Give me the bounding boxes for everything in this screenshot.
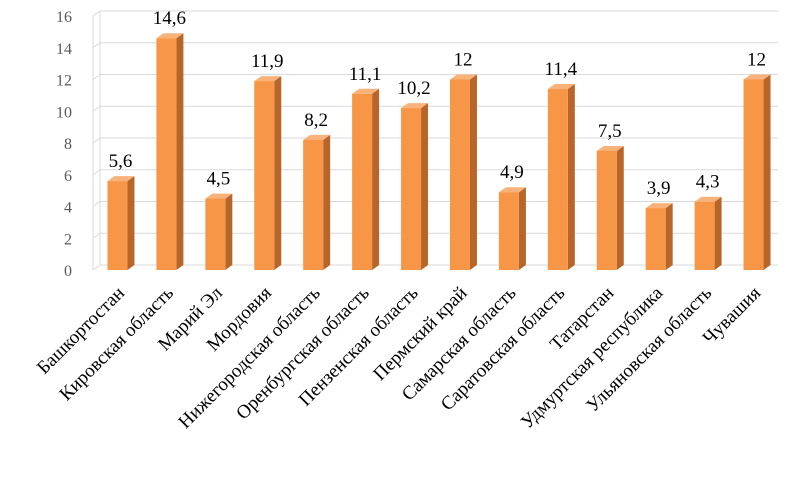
bar-side [567, 84, 575, 271]
data-label: 5,6 [109, 151, 133, 172]
bar [401, 103, 429, 270]
gridline-diagonal [92, 169, 101, 176]
y-tick-label: 16 [56, 9, 72, 26]
bar-side [665, 203, 673, 270]
gridline-diagonal [92, 42, 101, 49]
data-label: 11,4 [545, 59, 578, 80]
bars [107, 33, 771, 271]
data-label: 4,5 [206, 169, 230, 190]
bar [254, 76, 282, 271]
bar-side [421, 103, 429, 270]
bar-front [303, 139, 324, 270]
bar-front [547, 89, 568, 271]
bar-side [616, 145, 624, 270]
gridline-diagonal [92, 105, 101, 112]
data-label: 4,9 [500, 162, 524, 183]
bar-front [498, 192, 519, 270]
bar [156, 33, 184, 270]
bar-front [449, 79, 470, 270]
bar-front [156, 38, 177, 270]
y-tick-label: 0 [64, 263, 72, 280]
data-label: 4,3 [696, 172, 720, 193]
bar-front [694, 201, 715, 270]
bar-top [596, 145, 624, 151]
bar [743, 74, 771, 270]
bar-front [352, 93, 373, 270]
gridline-diagonal [92, 10, 101, 17]
data-label: 11,9 [251, 51, 284, 72]
y-axis: 0 2 4 6 8 10 12 14 16 [56, 9, 72, 280]
bar-front [596, 150, 617, 270]
bar-side [127, 176, 135, 270]
bar-top [352, 88, 380, 94]
gridline-diagonal [92, 74, 101, 80]
data-label: 10,2 [397, 78, 430, 99]
y-tick-label: 14 [56, 41, 72, 58]
bar-front [254, 81, 275, 271]
bar-top [498, 187, 526, 193]
bar-top [401, 103, 429, 109]
gridline-diagonal [92, 232, 101, 239]
gridline-diagonal [92, 264, 101, 271]
data-label: 14,6 [153, 8, 186, 29]
bar-top [254, 76, 282, 82]
bar-front [401, 108, 422, 270]
y-tick-label: 2 [64, 231, 72, 248]
gridlines [92, 10, 778, 271]
y-tick-label: 10 [56, 104, 72, 121]
bar [205, 193, 233, 270]
gridline-diagonal [92, 201, 101, 207]
bar-side [714, 196, 722, 270]
data-label: 7,5 [598, 121, 622, 142]
y-tick-label: 12 [56, 73, 72, 90]
y-tick-label: 6 [64, 168, 72, 185]
y-tick-label: 4 [64, 200, 72, 217]
bar-side [469, 74, 477, 270]
bar-front [743, 79, 764, 270]
bar [449, 74, 477, 270]
bar-top [156, 33, 184, 39]
y-tick-label: 8 [64, 136, 72, 153]
bar-top [547, 84, 575, 90]
bar-top [205, 193, 233, 199]
bar [498, 187, 526, 270]
gridline-diagonal [92, 137, 101, 144]
bar-side [176, 33, 184, 270]
data-label: 8,2 [304, 110, 328, 131]
bar-front [107, 181, 128, 270]
bar-side [518, 187, 526, 270]
bar-side [763, 74, 771, 270]
bar [107, 176, 135, 270]
bar-top [694, 196, 722, 202]
data-label: 12 [747, 50, 766, 71]
bar [694, 196, 722, 270]
data-label: 3,9 [647, 178, 671, 199]
bar-top [107, 176, 135, 182]
bar-top [449, 74, 477, 80]
bar-top [743, 74, 771, 80]
bar-front [645, 208, 666, 270]
bar [303, 134, 331, 270]
bar [547, 84, 575, 271]
data-label: 12 [453, 50, 472, 71]
bar [352, 88, 380, 270]
bar-side [225, 193, 233, 270]
bar [596, 145, 624, 270]
bar-front [205, 198, 226, 270]
data-label: 11,1 [349, 64, 382, 85]
bar-side [274, 76, 282, 271]
data-labels: 5,6 14,6 4,5 11,9 8,2 11,1 10,2 12 4,9 11,4 7,5 3,9… [109, 8, 766, 199]
bar [645, 203, 673, 270]
bar-top [303, 134, 331, 140]
bar-side [372, 88, 380, 270]
bar-top [645, 203, 673, 209]
bar-side [323, 134, 331, 270]
